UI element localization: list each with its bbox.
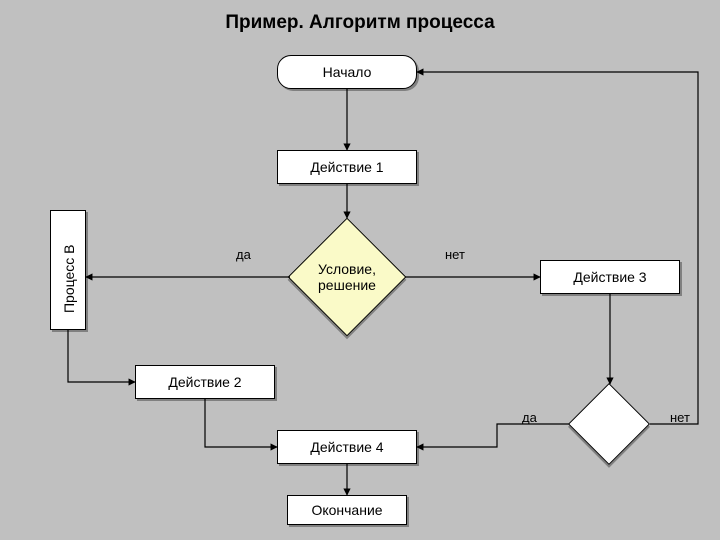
node-action3-label: Действие 3 xyxy=(573,269,646,285)
edge-label-da1: да xyxy=(236,247,251,262)
node-start: Начало xyxy=(277,55,417,89)
edge-label-da2: да xyxy=(522,410,537,425)
node-start-label: Начало xyxy=(323,64,372,80)
node-action1-label: Действие 1 xyxy=(310,159,383,175)
node-process-b-label: Процесс В xyxy=(61,229,77,313)
node-end: Окончание xyxy=(287,495,407,525)
node-action3: Действие 3 xyxy=(540,260,680,294)
node-decision2 xyxy=(580,395,638,453)
edge-label-net1: нет xyxy=(445,247,465,262)
node-decision1-label: Условие, решение xyxy=(318,261,376,293)
edge-label-net2: нет xyxy=(670,410,690,425)
diagram-title: Пример. Алгоритм процесса xyxy=(0,12,720,34)
node-action2: Действие 2 xyxy=(135,365,275,399)
node-action1: Действие 1 xyxy=(277,150,417,184)
node-action4-label: Действие 4 xyxy=(310,439,383,455)
node-action4: Действие 4 xyxy=(277,430,417,464)
node-end-label: Окончание xyxy=(311,502,382,518)
node-decision1: Условие, решение xyxy=(305,235,389,319)
node-action2-label: Действие 2 xyxy=(168,374,241,390)
flowchart-canvas: Пример. Алгоритм процесса Начало Действи… xyxy=(0,0,720,540)
node-process-b: Процесс В xyxy=(50,210,86,330)
